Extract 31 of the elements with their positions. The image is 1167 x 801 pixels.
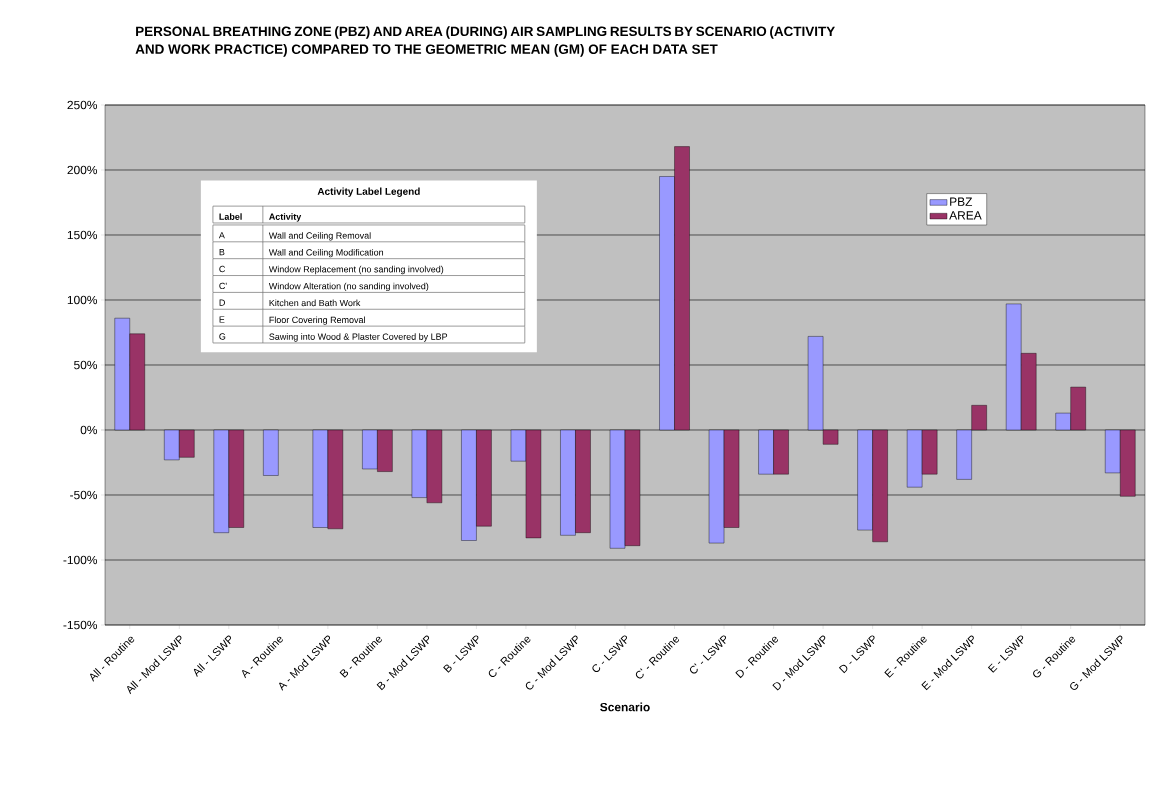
annotation: Activity Label Legend bbox=[317, 187, 420, 197]
bar bbox=[263, 429, 279, 476]
annotation: B bbox=[219, 248, 225, 256]
y-tick-label: 200% bbox=[67, 165, 98, 175]
annotation: Floor Covering Removal bbox=[269, 316, 365, 325]
annotation: C bbox=[219, 265, 226, 273]
annotation: C' bbox=[219, 282, 227, 290]
y-tick-label: -150% bbox=[63, 620, 98, 630]
annotation: D bbox=[219, 299, 225, 306]
annotation: Label bbox=[219, 213, 242, 220]
y-tick-label: 100% bbox=[67, 295, 98, 305]
y-tick-label: 150% bbox=[67, 230, 98, 240]
annotation: Window Replacement (no sanding involved) bbox=[268, 265, 444, 275]
annotation: Kitchen and Bath Work bbox=[269, 299, 361, 307]
annotation: Wall and Ceiling Removal bbox=[268, 232, 371, 241]
annotation: A bbox=[218, 232, 225, 239]
annotation: Wall and Ceiling Modification bbox=[268, 248, 384, 258]
legend-label: AREA bbox=[949, 211, 982, 220]
annotation: Sawing into Wood & Plaster Covered by LBP bbox=[269, 333, 448, 342]
y-tick-label: -100% bbox=[63, 555, 98, 565]
annotation: Activity bbox=[269, 213, 302, 222]
annotation: Window Alteration (no sanding involved) bbox=[268, 282, 429, 292]
chart-title: PERSONAL BREATHING ZONE (PBZ) AND AREA (DURING) AIR SAMPLING RESULTS BY SCENARIO (ACTIVITY AND WORK PRACTICE) COMPARED TO THE GEOMETRIC MEAN (GM) OF EACH DATA SET bbox=[135, 26, 835, 57]
annotation: E bbox=[219, 316, 225, 323]
legend-label: PBZ bbox=[950, 197, 973, 206]
y-tick-label: -50% bbox=[70, 490, 98, 500]
annotation: G bbox=[219, 333, 226, 340]
y-tick-label: 0% bbox=[80, 425, 98, 435]
x-axis-title: Scenario bbox=[600, 702, 650, 712]
y-tick-label: 250% bbox=[67, 100, 98, 110]
y-tick-label: 50% bbox=[74, 360, 98, 370]
